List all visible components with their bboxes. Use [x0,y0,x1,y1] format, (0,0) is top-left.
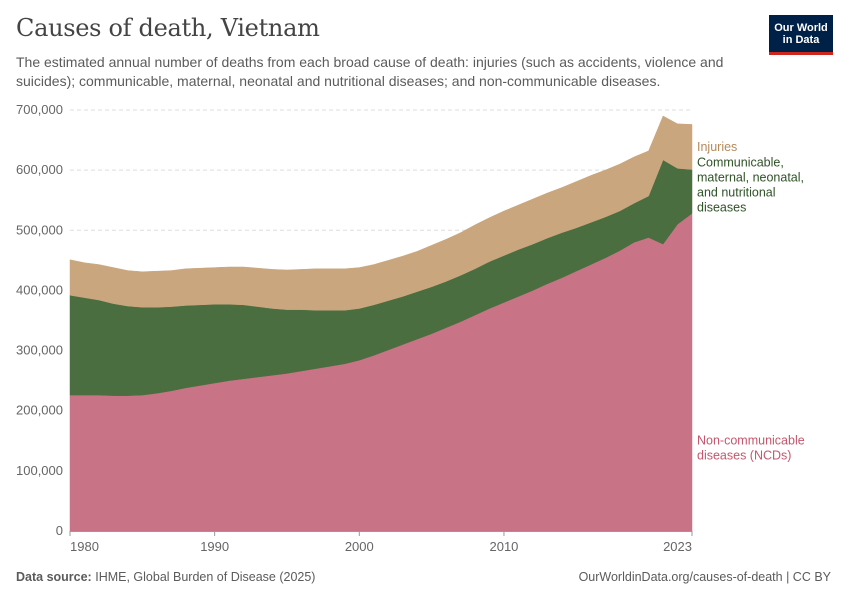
y-tick-label: 100,000 [16,463,63,478]
chart-title: Causes of death, Vietnam [16,14,320,42]
data-source: Data source: IHME, Global Burden of Dise… [16,570,315,584]
y-tick-label: 500,000 [16,222,63,237]
series-label-line: Injuries [697,140,737,154]
y-tick-label: 0 [56,523,63,538]
chart-subtitle: The estimated annual number of deaths fr… [16,54,724,89]
series-label-line: diseases [697,201,746,215]
logo-line-1: Our World [774,21,828,34]
y-tick-label: 300,000 [16,343,63,358]
series-label-line: maternal, neonatal, [697,171,804,185]
series-label-layer: Non-communicable diseases (NCDs) Communica… [697,140,805,462]
area-injuries[interactable] [69,115,693,311]
series-label-line: Communicable, [697,156,784,170]
series-label-line: Non-communicable [697,433,805,447]
stacked-area-chart: 0 100,000 200,000 300,000 400,000 500,000 600,… [16,102,805,554]
x-tick-label: 1980 [70,539,99,554]
series-label-line: diseases (NCDs) [697,448,791,462]
y-tick-label: 600,000 [16,162,63,177]
y-tick-label: 400,000 [16,282,63,297]
y-tick-label: 700,000 [16,102,63,117]
data-source-text: IHME, Global Burden of Disease (2025) [95,570,316,584]
y-tick-label: 200,000 [16,403,63,418]
data-source-label: Data source: [16,570,92,584]
label-communicable: Communicable, maternal, neonatal, and nutr… [697,156,804,215]
x-tick-label: 2000 [345,539,374,554]
label-injuries: Injuries [697,140,737,154]
owid-logo[interactable]: Our World in Data [769,15,833,55]
area-layer [69,115,693,532]
label-ncd: Non-communicable diseases (NCDs) [697,433,805,462]
axis-layer: 0 100,000 200,000 300,000 400,000 500,000 600,… [16,102,693,554]
logo-line-2: in Data [782,33,820,46]
x-tick-label: 1990 [200,539,229,554]
x-tick-label: 2010 [489,539,518,554]
x-tick-label: 2023 [663,539,692,554]
source-url-link[interactable]: OurWorldinData.org/causes-of-death | CC … [578,570,831,584]
series-label-line: and nutritional [697,186,776,200]
